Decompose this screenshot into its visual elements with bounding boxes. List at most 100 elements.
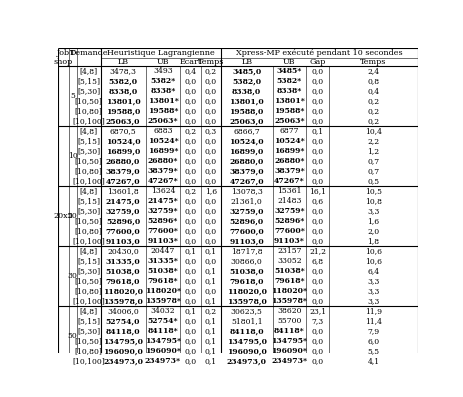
Text: 0,0: 0,0 (311, 227, 323, 235)
Text: 13078,3: 13078,3 (230, 187, 262, 195)
Text: 0,0: 0,0 (184, 237, 197, 245)
Text: 118020,0: 118020,0 (103, 287, 143, 295)
Text: 0,0: 0,0 (205, 237, 217, 245)
Text: 0,0: 0,0 (311, 107, 323, 115)
Text: 234973*: 234973* (144, 357, 181, 365)
Text: 3478,3: 3478,3 (109, 67, 136, 75)
Text: 3,3: 3,3 (366, 287, 379, 295)
Text: 0,0: 0,0 (311, 167, 323, 175)
Text: 0,0: 0,0 (184, 357, 197, 365)
Text: [10,100]: [10,100] (72, 357, 105, 365)
Text: 52754,0: 52754,0 (106, 317, 140, 326)
Text: 6877: 6877 (279, 127, 299, 135)
Text: Xpress-MP exécuté pendant 10 secondes: Xpress-MP exécuté pendant 10 secondes (235, 49, 401, 57)
Text: UB: UB (156, 58, 169, 66)
Text: 0,8: 0,8 (367, 77, 379, 85)
Text: 13801*: 13801* (147, 97, 178, 105)
Text: 8338,0: 8338,0 (232, 87, 261, 95)
Text: [5,30]: [5,30] (77, 328, 100, 335)
Text: 32759*: 32759* (274, 207, 304, 215)
Text: 13801*: 13801* (273, 97, 304, 105)
Text: T: T (70, 49, 75, 57)
Text: 47267*: 47267* (147, 177, 178, 185)
Text: 2,2: 2,2 (367, 137, 379, 145)
Text: 38379*: 38379* (147, 167, 178, 175)
Text: 0,0: 0,0 (311, 87, 323, 95)
Text: 0,1: 0,1 (205, 347, 217, 355)
Text: 0,0: 0,0 (184, 227, 197, 235)
Text: 5,5: 5,5 (367, 347, 379, 355)
Text: 2,4: 2,4 (367, 67, 379, 75)
Text: 77600*: 77600* (273, 227, 304, 235)
Text: 8338*: 8338* (150, 87, 175, 95)
Text: 3,3: 3,3 (366, 297, 379, 305)
Text: 10,6: 10,6 (364, 257, 381, 265)
Text: 0,0: 0,0 (184, 278, 197, 285)
Text: 79618,0: 79618,0 (106, 278, 140, 285)
Text: [10,50]: [10,50] (75, 217, 102, 225)
Text: [4,8]: [4,8] (79, 187, 98, 195)
Text: 3485*: 3485* (276, 67, 301, 75)
Text: 6866,7: 6866,7 (233, 127, 260, 135)
Text: 0,1: 0,1 (205, 247, 217, 255)
Text: 26880*: 26880* (147, 157, 178, 165)
Text: 0,0: 0,0 (205, 257, 217, 265)
Text: 32759*: 32759* (147, 207, 178, 215)
Text: 11,4: 11,4 (364, 317, 381, 326)
Text: 135978*: 135978* (271, 297, 307, 305)
Text: 0,0: 0,0 (205, 197, 217, 205)
Text: 8338*: 8338* (276, 87, 301, 95)
Text: Ecart: Ecart (180, 58, 201, 66)
Text: 5382*: 5382* (150, 77, 175, 85)
Text: 118020*: 118020* (271, 287, 307, 295)
Text: 0,0: 0,0 (184, 197, 197, 205)
Text: Job: Job (57, 49, 70, 57)
Text: Gap: Gap (309, 58, 325, 66)
Text: 84118,0: 84118,0 (106, 328, 140, 335)
Text: 31335*: 31335* (147, 257, 178, 265)
Text: 0,1: 0,1 (184, 247, 197, 255)
Text: 0,0: 0,0 (205, 287, 217, 295)
Text: [10,100]: [10,100] (72, 237, 105, 245)
Text: 10,4: 10,4 (364, 127, 381, 135)
Text: 118020,0: 118020,0 (226, 287, 266, 295)
Text: 6,4: 6,4 (367, 267, 379, 276)
Text: 0,0: 0,0 (184, 347, 197, 355)
Text: 16899*: 16899* (274, 147, 304, 155)
Text: 30866,0: 30866,0 (230, 257, 262, 265)
Text: 196090,0: 196090,0 (226, 347, 266, 355)
Text: 16,1: 16,1 (308, 187, 325, 195)
Text: 0,0: 0,0 (184, 97, 197, 105)
Text: 5382,0: 5382,0 (108, 77, 138, 85)
Text: 19588,0: 19588,0 (229, 107, 263, 115)
Text: 10524*: 10524* (273, 137, 304, 145)
Text: 0,0: 0,0 (184, 217, 197, 225)
Text: 0,0: 0,0 (311, 267, 323, 276)
Text: 134795,0: 134795,0 (226, 337, 266, 345)
Text: 0,0: 0,0 (311, 117, 323, 125)
Text: 0,2: 0,2 (205, 67, 217, 75)
Text: 234973*: 234973* (271, 357, 307, 365)
Text: 1,8: 1,8 (367, 237, 379, 245)
Text: 0,0: 0,0 (205, 207, 217, 215)
Text: 47267,0: 47267,0 (229, 177, 263, 185)
Text: 6883: 6883 (153, 127, 172, 135)
Text: [5,30]: [5,30] (77, 87, 100, 95)
Text: 13801,0: 13801,0 (106, 97, 140, 105)
Text: 0,0: 0,0 (184, 157, 197, 165)
Text: 196090*: 196090* (145, 347, 181, 355)
Text: 32759,0: 32759,0 (229, 207, 263, 215)
Text: [5,30]: [5,30] (77, 147, 100, 155)
Text: 16899,0: 16899,0 (106, 147, 140, 155)
Text: 0,0: 0,0 (205, 137, 217, 145)
Text: 7,3: 7,3 (311, 317, 323, 326)
Text: 0,0: 0,0 (205, 157, 217, 165)
Text: 0,0: 0,0 (311, 297, 323, 305)
Text: 79618*: 79618* (147, 278, 178, 285)
Text: 13601,8: 13601,8 (107, 187, 139, 195)
Text: 50: 50 (68, 332, 77, 340)
Text: UB: UB (282, 58, 295, 66)
Text: 3,3: 3,3 (366, 207, 379, 215)
Text: 26880*: 26880* (274, 157, 304, 165)
Text: 0,1: 0,1 (184, 307, 197, 315)
